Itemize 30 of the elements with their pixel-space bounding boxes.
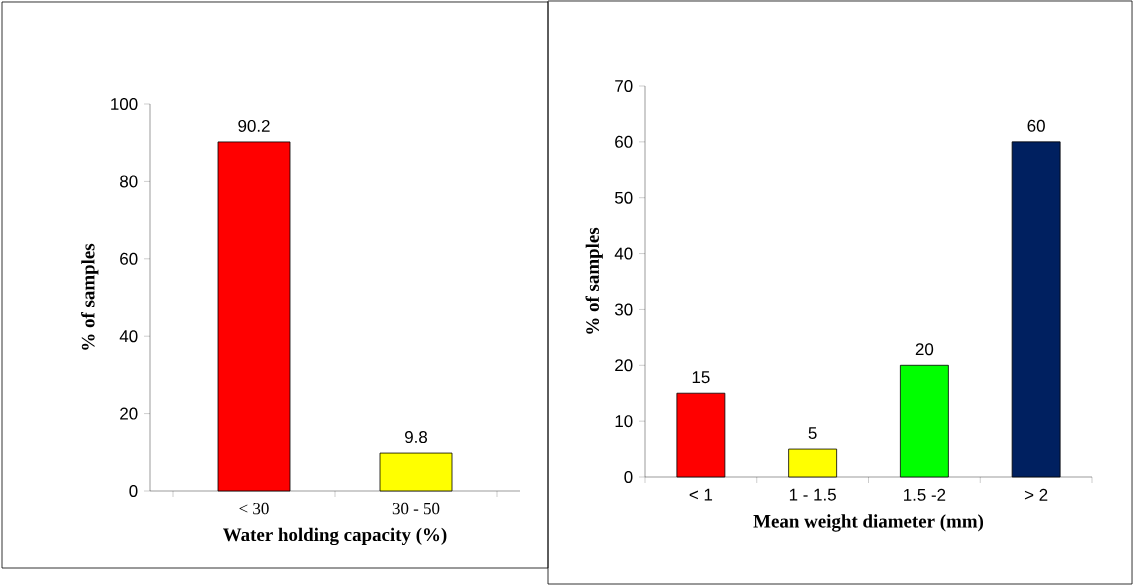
y-tick-label: 10 (615, 415, 633, 428)
y-tick-label: 20 (615, 359, 633, 372)
x-axis-title: Mean weight diameter (mm) (753, 514, 984, 532)
y-tick-label: 20 (120, 407, 138, 420)
y-tick-label: 100 (111, 98, 138, 110)
data-label: 20 (915, 343, 934, 356)
y-tick-label: 80 (120, 175, 138, 188)
data-label: 60 (1027, 119, 1045, 132)
x-axis-title: Water holding capacity (%) (223, 527, 447, 546)
y-tick-label: 60 (120, 252, 138, 265)
data-label: 5 (808, 427, 817, 440)
data-label: 9.8 (405, 431, 428, 444)
y-tick-label: 30 (614, 303, 633, 316)
x-tick-label: < 1 (689, 488, 713, 501)
x-tick-label: > 2 (1024, 488, 1048, 501)
y-axis-title: % of samples (81, 243, 99, 350)
data-label: 90.2 (238, 119, 270, 132)
y-tick-label: 50 (614, 191, 633, 204)
y-axis-title: % of samples (585, 227, 603, 334)
y-tick-label: 0 (624, 471, 633, 483)
x-tick-label: 1 - 1.5 (789, 488, 836, 501)
y-tick-label: 40 (119, 330, 138, 343)
x-tick-label: 30 - 50 (392, 502, 440, 515)
y-tick-label: 70 (615, 80, 633, 92)
y-tick-label: 40 (614, 247, 633, 260)
x-tick-label: 1.5 -2 (904, 488, 946, 501)
y-tick-label: 60 (615, 135, 633, 148)
x-tick-label: < 30 (239, 502, 269, 515)
data-label: 15 (692, 371, 710, 384)
y-tick-label: 0 (129, 485, 138, 497)
